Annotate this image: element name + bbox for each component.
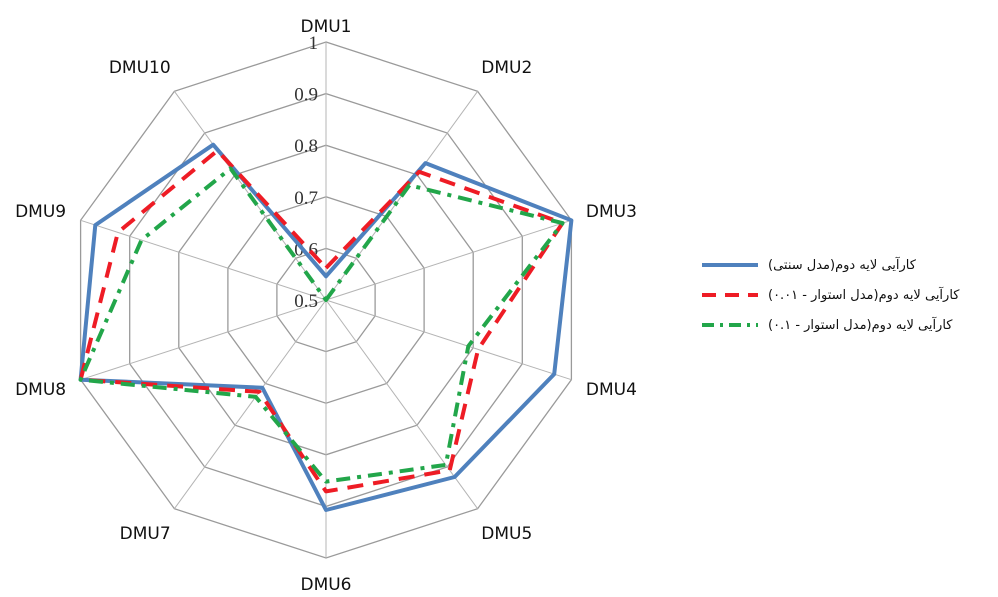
legend-label-robust-01: کارآیی لایه دوم(مدل استوار - ۰.۱) [768, 317, 953, 333]
category-label-dmu7: DMU7 [120, 524, 171, 544]
grid-spoke-4 [325, 299, 572, 381]
category-label-dmu1: DMU1 [300, 17, 351, 37]
legend-label-robust-001: کارآیی لایه دوم(مدل استوار - ۰.۰۱) [768, 287, 960, 303]
legend-item-robust-01: کارآیی لایه دوم(مدل استوار - ۰.۱) [700, 310, 990, 340]
legend-item-traditional: کارآیی لایه دوم(مدل سنتی) [700, 250, 990, 280]
radar-series [78, 142, 574, 512]
radar-grid [79, 41, 573, 559]
legend-swatch-robust-01 [702, 323, 758, 327]
radial-tick-labels: 0.50.60.70.80.91 [294, 33, 318, 312]
grid-spoke-3 [325, 219, 572, 301]
tick-label-0: 0.5 [294, 291, 318, 312]
category-label-dmu9: DMU9 [15, 202, 66, 222]
legend: کارآیی لایه دوم(مدل سنتی) کارآیی لایه دو… [700, 250, 990, 340]
legend-item-robust-001: کارآیی لایه دوم(مدل استوار - ۰.۰۱) [700, 280, 990, 310]
category-label-dmu10: DMU10 [109, 58, 171, 78]
grid-spoke-5 [325, 299, 479, 509]
category-label-dmu5: DMU5 [481, 524, 532, 544]
tick-label-4: 0.9 [294, 85, 318, 106]
grid-spoke-7 [173, 299, 327, 509]
category-label-dmu8: DMU8 [15, 380, 66, 400]
tick-label-5: 1 [309, 33, 319, 54]
category-label-dmu4: DMU4 [586, 380, 637, 400]
legend-label-traditional: کارآیی لایه دوم(مدل سنتی) [768, 257, 916, 273]
legend-swatch-robust-001 [702, 293, 758, 297]
category-label-dmu2: DMU2 [481, 58, 532, 78]
grid-spoke-8 [80, 299, 327, 381]
series-line-3 [78, 166, 565, 484]
legend-swatch-traditional [702, 263, 758, 267]
category-label-dmu3: DMU3 [586, 202, 637, 222]
grid-spoke-9 [80, 219, 327, 301]
tick-label-3: 0.8 [294, 136, 318, 157]
category-labels: DMU1 DMU2 DMU3 DMU4 DMU5 DMU6 DMU7 DMU8 DMU9 DMU1… [15, 17, 637, 595]
category-label-dmu6: DMU6 [300, 575, 351, 595]
tick-label-2: 0.7 [294, 188, 318, 209]
